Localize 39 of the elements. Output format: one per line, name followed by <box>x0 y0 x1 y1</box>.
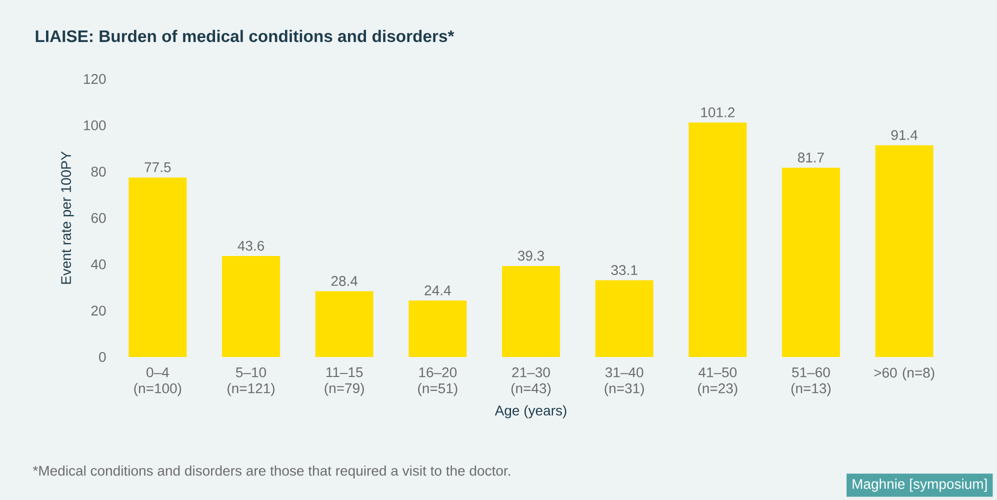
y-tick-label: 100 <box>84 120 106 130</box>
y-tick-label: 60 <box>91 213 106 223</box>
data-label: 28.4 <box>331 276 358 286</box>
x-tick-label: 51–60 (n=13) <box>791 367 831 396</box>
bar <box>688 122 747 357</box>
x-tick-label: 0–4 (n=100) <box>134 367 182 396</box>
x-axis-title: Age (years) <box>494 405 566 418</box>
x-tick-label: >60 (n=8) <box>874 367 934 380</box>
y-tick-label: 40 <box>91 259 106 270</box>
x-tick-label: 21–30 (n=43) <box>511 367 551 396</box>
data-label: 24.4 <box>424 285 451 296</box>
x-tick-label: 16–20 (n=51) <box>418 367 458 396</box>
bar <box>595 280 654 357</box>
x-tick-label: 31–40 (n=31) <box>604 367 644 396</box>
x-tick-label: 41–50 (n=23) <box>698 367 738 396</box>
bar <box>502 266 560 357</box>
y-tick-label: 20 <box>91 306 106 316</box>
x-tick-label: 11–15 (n=79) <box>324 367 364 396</box>
y-tick-label: 80 <box>91 166 106 177</box>
bar <box>782 168 840 357</box>
y-tick-label: 120 <box>84 74 106 84</box>
bar <box>222 256 280 357</box>
data-label: 33.1 <box>611 265 638 276</box>
data-label: 91.4 <box>891 130 918 140</box>
data-label: 43.6 <box>238 240 264 251</box>
text: Maghnie [symposium] <box>852 478 987 492</box>
x-tick-label: 5–10 (n=121) <box>228 367 274 396</box>
y-tick-label: 0 <box>99 352 106 362</box>
bar <box>315 291 374 357</box>
text: *Medical conditions and disorders are those that required a visit to the doctor. <box>32 465 510 479</box>
bar <box>128 177 187 357</box>
data-label: 101.2 <box>701 107 734 118</box>
y-axis-title: Event rate per 100PY <box>61 151 74 284</box>
data-label: 39.3 <box>518 250 544 261</box>
chart-title: LIAISE: Burden of medical conditions and disorders* <box>36 30 454 42</box>
data-label: 77.5 <box>144 162 171 172</box>
bar <box>408 300 467 357</box>
data-label: 81.7 <box>798 152 824 162</box>
bar <box>875 145 934 357</box>
